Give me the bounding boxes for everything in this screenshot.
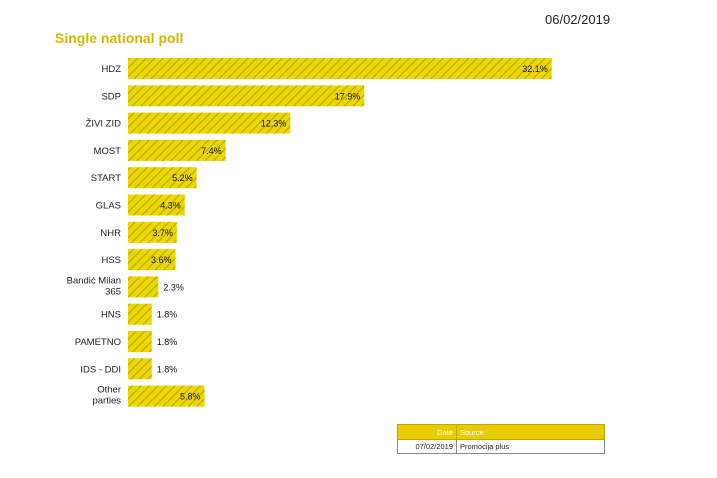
category-label-most: MOST (94, 146, 122, 157)
category-label-zivi-zid: ŽIVI ZID (86, 119, 122, 130)
bar-pametno (128, 331, 152, 352)
value-label-hss: 3.6% (151, 255, 172, 265)
value-label-bandic-milan-365: 2.3% (163, 282, 184, 292)
category-label-hss: HSS (101, 255, 121, 266)
bar-bandic-milan-365 (128, 276, 159, 298)
header-date: 06/02/2019 (545, 12, 611, 27)
value-label-start: 5.2% (172, 173, 193, 183)
source-date-cell: 07/02/2019 (397, 439, 457, 454)
value-label-sdp: 17.9% (335, 91, 361, 101)
source-table-header-source: Source (456, 424, 605, 440)
table-row: 07/02/2019 Promocija plus (397, 439, 605, 454)
value-label-nhr: 3.7% (152, 228, 173, 238)
value-label-zivi-zid: 12.3% (261, 119, 287, 129)
value-label-glas: 4.3% (160, 201, 181, 211)
category-label-pametno: PAMETNO (75, 337, 121, 348)
value-label-other-parties: 5.8% (180, 392, 201, 402)
category-label-hns: HNS (101, 310, 121, 321)
source-table: Date Source 07/02/2019 Promocija plus (397, 424, 605, 454)
category-label-other-parties: Other parties (92, 385, 121, 407)
chart-title: Single national poll (55, 30, 184, 46)
category-label-nhr: NHR (100, 228, 121, 239)
value-label-hdz: 32.1% (522, 64, 548, 74)
category-label-ids-ddi: IDS - DDI (80, 364, 121, 375)
bar-start (128, 167, 197, 189)
bar-hdz (128, 58, 552, 79)
bar-ids-ddi (128, 358, 152, 380)
source-table-header-row: Date Source (397, 424, 605, 440)
category-label-bandic-milan-365: Bandić Milan 365 (67, 275, 121, 297)
category-label-start: START (91, 173, 121, 184)
bar-most (128, 139, 226, 161)
value-label-hns: 1.8% (157, 310, 178, 320)
category-label-hdz: HDZ (101, 64, 121, 75)
bar-zivi-zid (128, 112, 291, 134)
value-label-pametno: 1.8% (157, 337, 178, 347)
bar-sdp (128, 85, 365, 107)
bar-glas (128, 194, 185, 216)
category-label-sdp: SDP (101, 91, 121, 102)
value-label-most: 7.4% (201, 146, 222, 156)
source-name-cell: Promocija plus (456, 439, 605, 454)
bar-other-parties (128, 385, 205, 407)
value-label-ids-ddi: 1.8% (157, 364, 178, 374)
source-table-header-date: Date (397, 424, 457, 440)
bar-hss (128, 249, 176, 271)
category-label-glas: GLAS (96, 201, 121, 212)
bar-nhr (128, 221, 177, 243)
bar-hns (128, 303, 152, 325)
